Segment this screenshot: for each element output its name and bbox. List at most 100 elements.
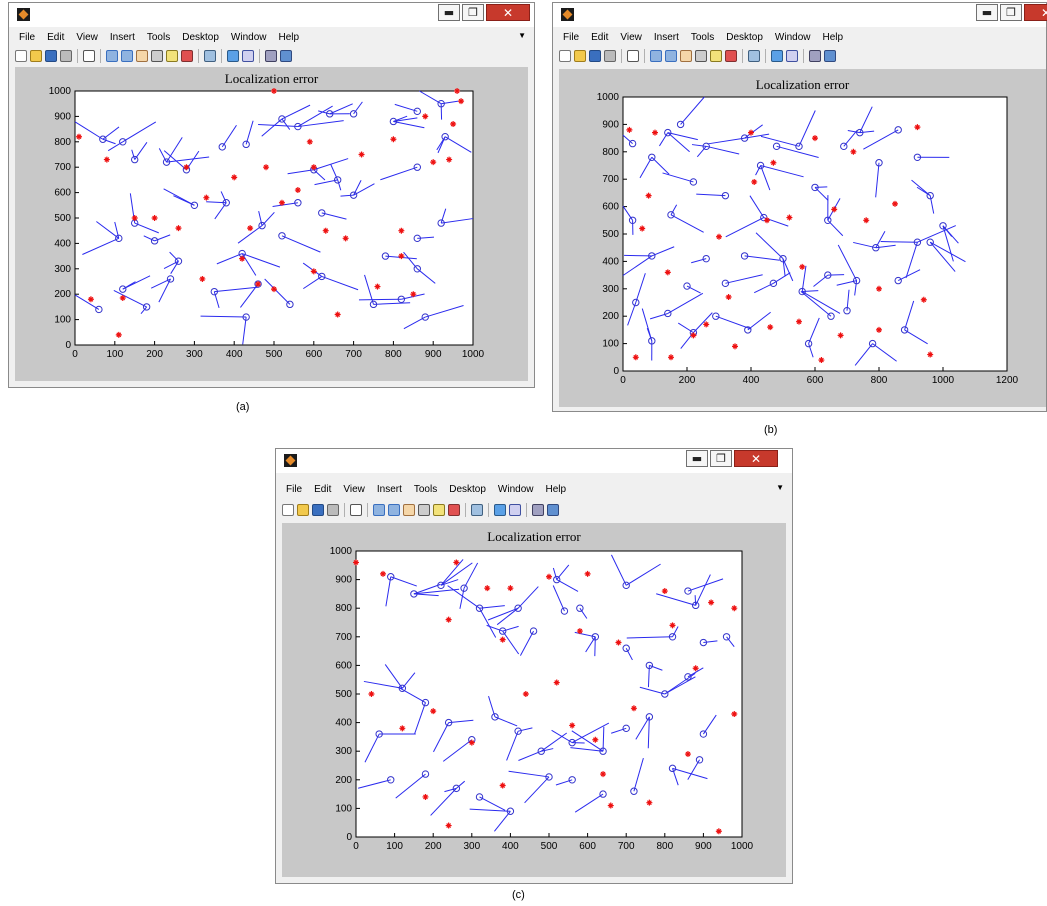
maximize-button[interactable]: ❐ bbox=[1000, 4, 1022, 21]
anchor-marker bbox=[183, 164, 190, 171]
x-tick-label: 0 bbox=[353, 841, 359, 852]
close-button[interactable]: ✕ bbox=[1024, 4, 1047, 21]
minimize-button[interactable]: ▬ bbox=[686, 450, 708, 467]
menu-help[interactable]: Help bbox=[822, 31, 844, 43]
menu-help[interactable]: Help bbox=[278, 31, 300, 43]
brush-icon[interactable] bbox=[448, 504, 460, 516]
open-file-icon[interactable] bbox=[30, 50, 42, 62]
print-icon[interactable] bbox=[327, 504, 339, 516]
new-figure-icon[interactable] bbox=[559, 50, 571, 62]
save-icon[interactable] bbox=[312, 504, 324, 516]
new-figure-icon[interactable] bbox=[282, 504, 294, 516]
brush-icon[interactable] bbox=[181, 50, 193, 62]
menu-edit[interactable]: Edit bbox=[591, 31, 609, 43]
new-figure-icon[interactable] bbox=[15, 50, 27, 62]
link-plot-icon[interactable] bbox=[471, 504, 483, 516]
menu-window[interactable]: Window bbox=[497, 483, 534, 495]
menu-file[interactable]: File bbox=[563, 31, 580, 43]
minimize-button[interactable]: ▬ bbox=[976, 4, 998, 21]
data-cursor-icon[interactable] bbox=[710, 50, 722, 62]
menu-desktop[interactable]: Desktop bbox=[182, 31, 219, 43]
zoom-out-icon[interactable] bbox=[121, 50, 133, 62]
colorbar-icon[interactable] bbox=[771, 50, 783, 62]
anchor-marker bbox=[863, 217, 870, 224]
show-tools-icon[interactable] bbox=[824, 50, 836, 62]
save-icon[interactable] bbox=[45, 50, 57, 62]
title-bar[interactable]: ▬ ❐ ✕ bbox=[553, 3, 1047, 27]
menu-overflow-icon[interactable]: ▼ bbox=[518, 31, 526, 40]
estimate-marker bbox=[804, 339, 813, 348]
menu-insert[interactable]: Insert bbox=[653, 31, 679, 43]
menu-tools[interactable]: Tools bbox=[146, 31, 171, 43]
estimate-marker bbox=[498, 627, 507, 635]
title-bar[interactable]: ▬ ❐ ✕ bbox=[9, 3, 534, 27]
menu-desktop[interactable]: Desktop bbox=[449, 483, 486, 495]
menu-insert[interactable]: Insert bbox=[109, 31, 135, 43]
print-icon[interactable] bbox=[60, 50, 72, 62]
estimate-marker bbox=[840, 142, 848, 151]
rotate-3d-icon[interactable] bbox=[418, 504, 430, 516]
minimize-button[interactable]: ▬ bbox=[438, 4, 460, 21]
data-cursor-icon[interactable] bbox=[166, 50, 178, 62]
show-tools-icon[interactable] bbox=[547, 504, 559, 516]
menu-tools[interactable]: Tools bbox=[413, 483, 438, 495]
print-icon[interactable] bbox=[604, 50, 616, 62]
toolbar-separator bbox=[742, 49, 743, 63]
rotate-3d-icon[interactable] bbox=[695, 50, 707, 62]
anchor-marker bbox=[398, 253, 405, 260]
select-arrow-icon[interactable] bbox=[83, 50, 95, 62]
select-arrow-icon[interactable] bbox=[350, 504, 362, 516]
close-button[interactable]: ✕ bbox=[486, 4, 530, 21]
error-line bbox=[610, 554, 627, 586]
pan-icon[interactable] bbox=[403, 504, 415, 516]
open-file-icon[interactable] bbox=[297, 504, 309, 516]
menu-file[interactable]: File bbox=[286, 483, 303, 495]
error-line bbox=[158, 148, 167, 163]
legend-icon[interactable] bbox=[509, 504, 521, 516]
brush-icon[interactable] bbox=[725, 50, 737, 62]
error-line bbox=[749, 195, 765, 218]
zoom-in-icon[interactable] bbox=[373, 504, 385, 516]
menu-edit[interactable]: Edit bbox=[47, 31, 65, 43]
menu-view[interactable]: View bbox=[76, 31, 98, 43]
estimate-marker bbox=[398, 684, 407, 692]
legend-icon[interactable] bbox=[786, 50, 798, 62]
open-file-icon[interactable] bbox=[574, 50, 586, 62]
colorbar-icon[interactable] bbox=[227, 50, 239, 62]
hide-tools-icon[interactable] bbox=[265, 50, 277, 62]
menu-file[interactable]: File bbox=[19, 31, 36, 43]
menu-insert[interactable]: Insert bbox=[376, 483, 402, 495]
zoom-out-icon[interactable] bbox=[665, 50, 677, 62]
error-line bbox=[385, 576, 392, 607]
save-icon[interactable] bbox=[589, 50, 601, 62]
menu-help[interactable]: Help bbox=[545, 483, 567, 495]
data-cursor-icon[interactable] bbox=[433, 504, 445, 516]
maximize-button[interactable]: ❐ bbox=[710, 450, 732, 467]
zoom-in-icon[interactable] bbox=[650, 50, 662, 62]
menu-tools[interactable]: Tools bbox=[690, 31, 715, 43]
zoom-out-icon[interactable] bbox=[388, 504, 400, 516]
show-tools-icon[interactable] bbox=[280, 50, 292, 62]
legend-icon[interactable] bbox=[242, 50, 254, 62]
rotate-3d-icon[interactable] bbox=[151, 50, 163, 62]
menu-view[interactable]: View bbox=[343, 483, 365, 495]
hide-tools-icon[interactable] bbox=[532, 504, 544, 516]
close-button[interactable]: ✕ bbox=[734, 450, 778, 467]
menu-desktop[interactable]: Desktop bbox=[726, 31, 763, 43]
link-plot-icon[interactable] bbox=[748, 50, 760, 62]
menu-view[interactable]: View bbox=[620, 31, 642, 43]
zoom-in-icon[interactable] bbox=[106, 50, 118, 62]
title-bar[interactable]: ▬ ❐ ✕ bbox=[276, 449, 792, 473]
link-plot-icon[interactable] bbox=[204, 50, 216, 62]
hide-tools-icon[interactable] bbox=[809, 50, 821, 62]
pan-icon[interactable] bbox=[136, 50, 148, 62]
pan-icon[interactable] bbox=[680, 50, 692, 62]
menu-window[interactable]: Window bbox=[230, 31, 267, 43]
menu-window[interactable]: Window bbox=[774, 31, 811, 43]
menu-overflow-icon[interactable]: ▼ bbox=[776, 483, 784, 492]
select-arrow-icon[interactable] bbox=[627, 50, 639, 62]
maximize-button[interactable]: ❐ bbox=[462, 4, 484, 21]
colorbar-icon[interactable] bbox=[494, 504, 506, 516]
error-line bbox=[518, 750, 542, 761]
menu-edit[interactable]: Edit bbox=[314, 483, 332, 495]
